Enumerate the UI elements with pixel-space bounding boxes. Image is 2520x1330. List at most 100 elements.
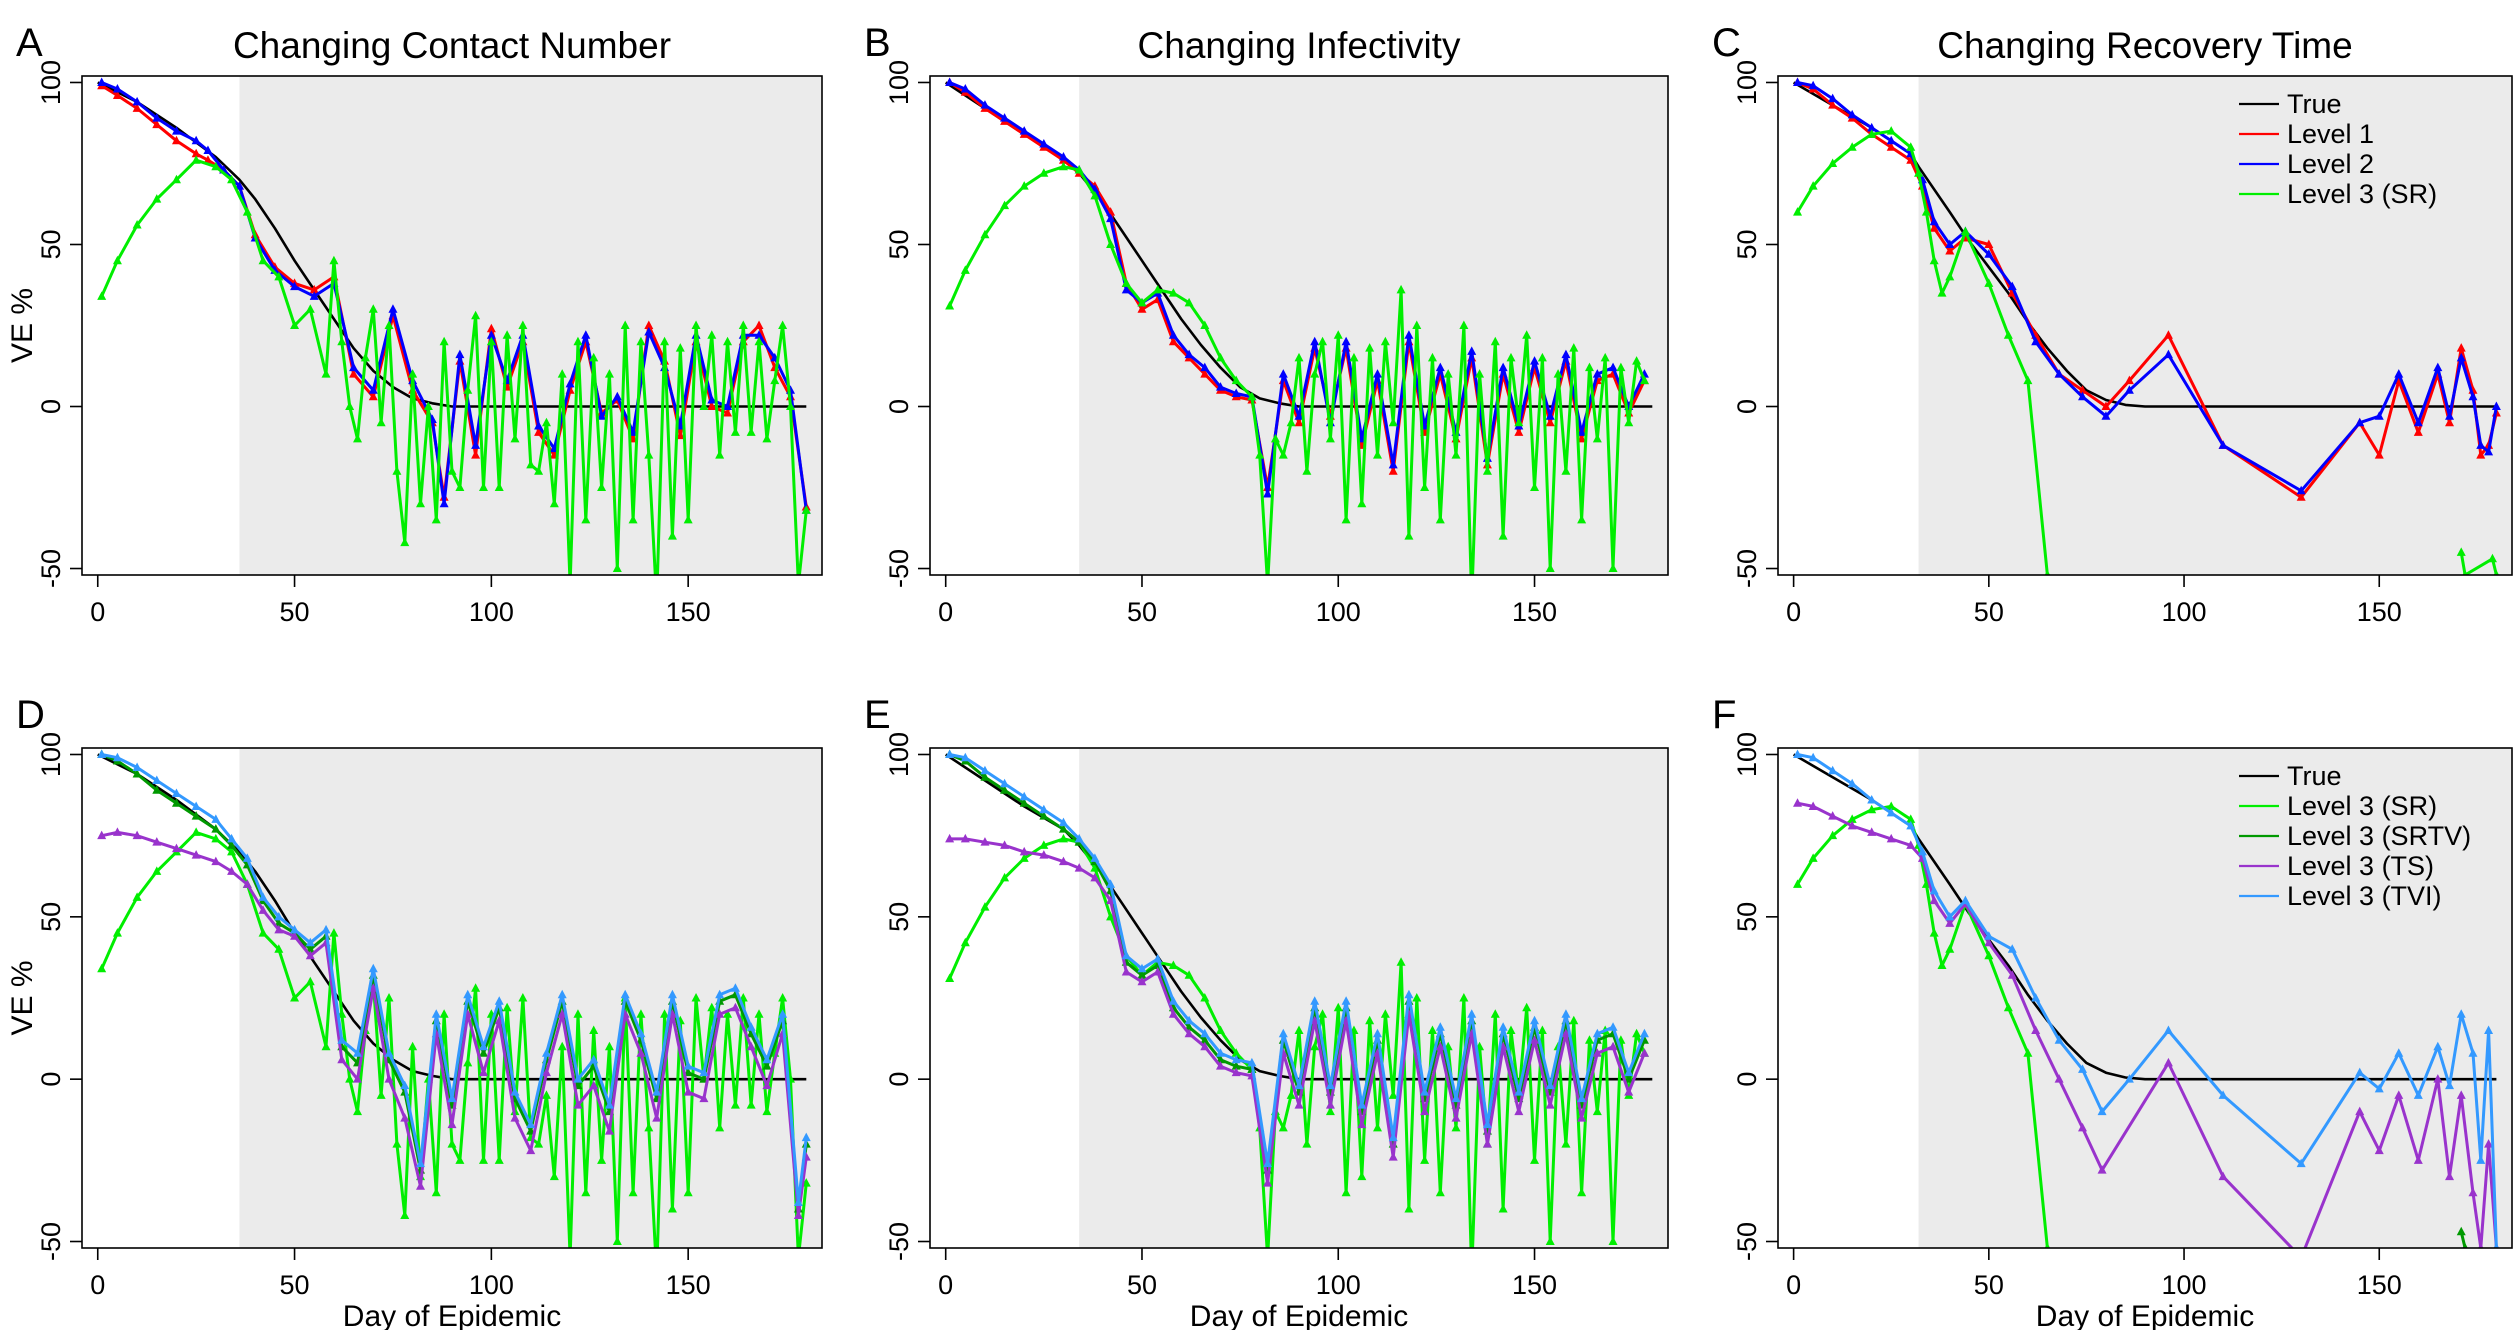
data-point	[1074, 863, 1084, 872]
data-point	[1561, 1139, 1571, 1148]
data-point	[691, 320, 701, 329]
data-point	[2078, 1122, 2088, 1132]
data-point	[1121, 278, 1131, 287]
data-point	[431, 514, 441, 524]
data-point	[2355, 1067, 2365, 1077]
data-point	[408, 1041, 418, 1051]
data-point	[1435, 1187, 1445, 1197]
data-point	[652, 1269, 661, 1278]
data-point	[1624, 417, 1634, 427]
data-point	[1039, 168, 1049, 177]
data-point	[730, 427, 740, 436]
data-point	[762, 1106, 772, 1116]
data-point	[1247, 391, 1257, 401]
data-point	[1412, 320, 1422, 329]
data-point	[691, 993, 701, 1002]
data-point	[746, 1041, 756, 1051]
data-point	[1793, 207, 1803, 216]
data-point	[1200, 993, 1210, 1002]
data-point	[1404, 330, 1414, 339]
data-point	[1427, 1025, 1437, 1034]
data-point	[211, 161, 221, 171]
y-axis-label: VE %	[6, 960, 39, 1035]
x-tick-label: 50	[1127, 1270, 1157, 1300]
data-point	[510, 1087, 520, 1096]
data-point	[604, 1126, 614, 1135]
data-point	[1608, 563, 1618, 573]
data-point	[416, 498, 426, 508]
plot-frame	[1777, 747, 2513, 1249]
data-point	[1451, 450, 1461, 459]
data-point	[1039, 840, 1049, 849]
x-tick-label: 150	[2357, 597, 2402, 627]
data-point	[2493, 570, 2500, 575]
x-tick-label: 150	[1512, 1270, 1557, 1300]
y-tick-label: -50	[884, 1222, 914, 1261]
data-point	[1310, 369, 1320, 378]
data-point	[597, 482, 607, 492]
data-point	[2456, 1090, 2466, 1099]
data-point	[2296, 1158, 2306, 1168]
legend-label: Level 3 (SR)	[2287, 791, 2437, 821]
data-point	[1577, 427, 1587, 436]
data-point	[612, 391, 622, 401]
data-point	[1984, 249, 1994, 258]
data-point	[97, 77, 107, 86]
data-point	[455, 1155, 465, 1164]
data-point	[1624, 1074, 1634, 1083]
data-point	[2023, 1048, 2033, 1057]
data-point	[132, 830, 142, 840]
data-point	[945, 833, 955, 843]
data-point	[1639, 1028, 1649, 1038]
data-point	[1310, 336, 1320, 346]
data-point	[644, 1122, 654, 1132]
data-point	[581, 1187, 591, 1197]
data-point	[1569, 343, 1579, 352]
data-point	[960, 83, 970, 93]
data-point	[1168, 960, 1178, 970]
series-group	[97, 77, 811, 575]
series-group	[944, 749, 1653, 1248]
data-point	[1467, 596, 1476, 605]
shaded-region	[239, 76, 823, 575]
data-point	[589, 1025, 599, 1034]
data-point	[152, 837, 162, 846]
data-point	[400, 537, 410, 547]
data-point	[368, 304, 378, 313]
data-point	[274, 944, 284, 953]
data-point	[1074, 833, 1084, 843]
data-point	[1984, 931, 1994, 940]
data-point	[1886, 833, 1896, 843]
data-point	[801, 505, 811, 514]
data-point	[392, 466, 402, 475]
data-point	[652, 1087, 662, 1096]
data-point	[400, 1080, 410, 1090]
data-point	[715, 1122, 725, 1132]
data-point	[1325, 433, 1335, 443]
data-point	[1039, 804, 1049, 814]
data-point	[597, 411, 607, 420]
data-point	[557, 1041, 567, 1051]
data-point	[1847, 820, 1857, 830]
data-point	[1808, 752, 1818, 762]
data-point	[1867, 827, 1877, 836]
data-point	[2484, 1139, 2494, 1148]
data-point	[321, 369, 331, 378]
data-point	[274, 911, 284, 921]
data-point	[290, 924, 300, 934]
data-point	[191, 148, 201, 158]
data-point	[2462, 1243, 2468, 1248]
data-point	[2462, 570, 2468, 575]
y-tick-label: 0	[1732, 399, 1762, 414]
data-point	[612, 1236, 622, 1246]
data-point	[416, 1158, 426, 1168]
data-point	[1106, 879, 1116, 888]
data-point	[1200, 1035, 1210, 1044]
data-point	[980, 229, 990, 239]
data-point	[1318, 1009, 1328, 1018]
data-point	[707, 401, 717, 411]
data-point	[1545, 1100, 1555, 1109]
